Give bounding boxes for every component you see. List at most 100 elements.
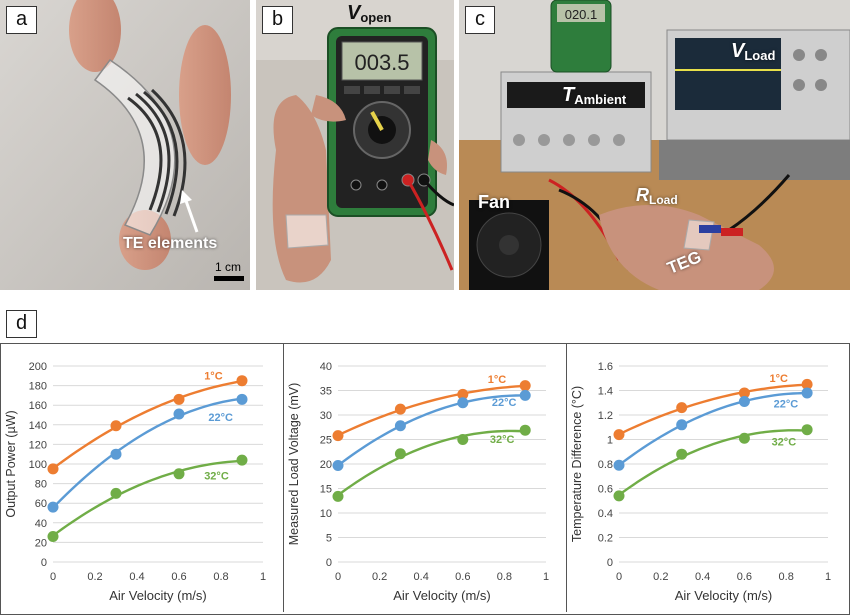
y-tick-label: 0.6 (598, 484, 613, 496)
x-tick-label: 1 (543, 571, 549, 583)
chart-temperature-difference: 0 0.2 0.4 0.6 0.8 1 1.2 1.4 1.6 0 0.2 0.4 0.6 0.8 1 Air… (570, 361, 831, 603)
t-ambient-main: T (562, 84, 575, 106)
series-label: 32°C (204, 471, 229, 483)
panel-c-photo: 020.1 (459, 0, 850, 290)
ambient-meter-reading: 020.1 (565, 7, 598, 22)
y-tick-label: 200 (29, 361, 47, 373)
x-tick-label: 0.2 (372, 571, 387, 583)
y-tick-label: 15 (320, 484, 332, 496)
chart-output-power: 0 20 40 60 80 100 120 140 160 180 200 0 0.2 0.4 0.6 0.8… (4, 361, 266, 603)
y-tick-label: 1.4 (598, 386, 613, 398)
trend-line (618, 383, 808, 436)
panel-a-letter: a (6, 6, 38, 34)
r-load-label: RLoad (636, 185, 678, 207)
x-tick-label: 0.8 (213, 571, 228, 583)
data-point (738, 396, 750, 408)
scale-bar-label: 1 cm (215, 260, 242, 274)
data-point (613, 429, 625, 441)
multimeter-display (341, 41, 423, 81)
data-point (457, 397, 469, 409)
multimeter-reading: 003.5 (354, 50, 409, 75)
panel-a-photo (0, 0, 250, 290)
y-tick-label: 0 (607, 557, 613, 569)
data-point (676, 419, 688, 431)
panel-d-letter: d (6, 310, 38, 338)
data-point (676, 448, 688, 460)
data-point (47, 463, 59, 475)
x-tick-label: 0 (616, 571, 622, 583)
r-load-sub: Load (649, 193, 678, 207)
series-label: 32°C (772, 437, 797, 449)
data-point (332, 430, 344, 442)
series-label: 32°C (490, 434, 515, 446)
trend-line (52, 459, 243, 537)
trend-line (337, 394, 526, 467)
y-tick-label: 25 (320, 435, 332, 447)
data-point (613, 490, 625, 502)
y-axis-label: Measured Load Voltage (mV) (287, 383, 301, 546)
y-tick-label: 80 (35, 479, 47, 491)
chart-load-voltage: 0 5 10 15 20 25 30 35 40 0 0.2 0.4 0.6 0.8 1 Air Veloci… (287, 361, 549, 603)
y-tick-label: 35 (320, 386, 332, 398)
x-tick-label: 0.4 (129, 571, 144, 583)
v-load-sub: Load (744, 48, 776, 63)
series-label: 1°C (769, 373, 788, 385)
x-tick-label: 0.8 (779, 571, 794, 583)
x-tick-label: 0.4 (414, 571, 429, 583)
data-point (801, 387, 813, 399)
y-tick-label: 0 (326, 557, 332, 569)
data-point (394, 403, 406, 415)
data-point (173, 408, 185, 420)
fan-label: Fan (478, 192, 511, 212)
data-point (332, 459, 344, 471)
data-point (801, 424, 813, 436)
x-tick-label: 0.4 (695, 571, 710, 583)
y-tick-label: 40 (320, 361, 332, 373)
x-tick-label: 0.2 (653, 571, 668, 583)
data-point (801, 378, 813, 390)
data-point (738, 387, 750, 399)
x-tick-label: 0 (50, 571, 56, 583)
v-load-main: V (731, 40, 745, 62)
data-point (676, 402, 688, 414)
data-point (236, 454, 248, 466)
y-tick-label: 1.6 (598, 361, 613, 373)
finger-shape (69, 0, 121, 72)
te-element-rows (127, 88, 187, 217)
y-tick-label: 0.8 (598, 459, 613, 471)
te-elements-callout: TE elements (123, 235, 218, 252)
y-tick-label: 20 (320, 459, 332, 471)
data-point (110, 448, 122, 460)
trend-line (337, 429, 526, 497)
series-label: 22°C (492, 397, 517, 409)
data-point (110, 487, 122, 499)
trend-line (52, 397, 243, 509)
y-tick-label: 120 (29, 439, 47, 451)
data-point (394, 420, 406, 432)
x-tick-label: 1 (825, 571, 831, 583)
v-load-label: VLoad (731, 40, 775, 63)
data-point (47, 501, 59, 513)
panel-b-illustration: 003.5 (256, 0, 454, 290)
series-label: 1°C (204, 371, 223, 383)
panel-c-letter: c (465, 6, 495, 34)
trend-line (52, 379, 243, 470)
data-point (332, 490, 344, 502)
y-tick-label: 10 (320, 508, 332, 520)
series-label: 22°C (208, 412, 233, 424)
data-point (457, 434, 469, 445)
trend-line (337, 384, 526, 437)
panel-b-letter: b (262, 6, 294, 34)
panel-a-illustration (0, 0, 250, 290)
y-tick-label: 100 (29, 459, 47, 471)
x-axis-label: Air Velocity (m/s) (675, 588, 773, 603)
y-tick-label: 140 (29, 420, 47, 432)
panel-c-illustration: 020.1 (459, 0, 850, 290)
v-open-main: V (347, 2, 361, 24)
data-point (457, 388, 469, 400)
trend-line (618, 429, 808, 496)
x-axis-label: Air Velocity (m/s) (109, 588, 207, 603)
trend-line (618, 391, 808, 467)
r-load-main: R (636, 185, 649, 205)
data-point (519, 389, 531, 401)
